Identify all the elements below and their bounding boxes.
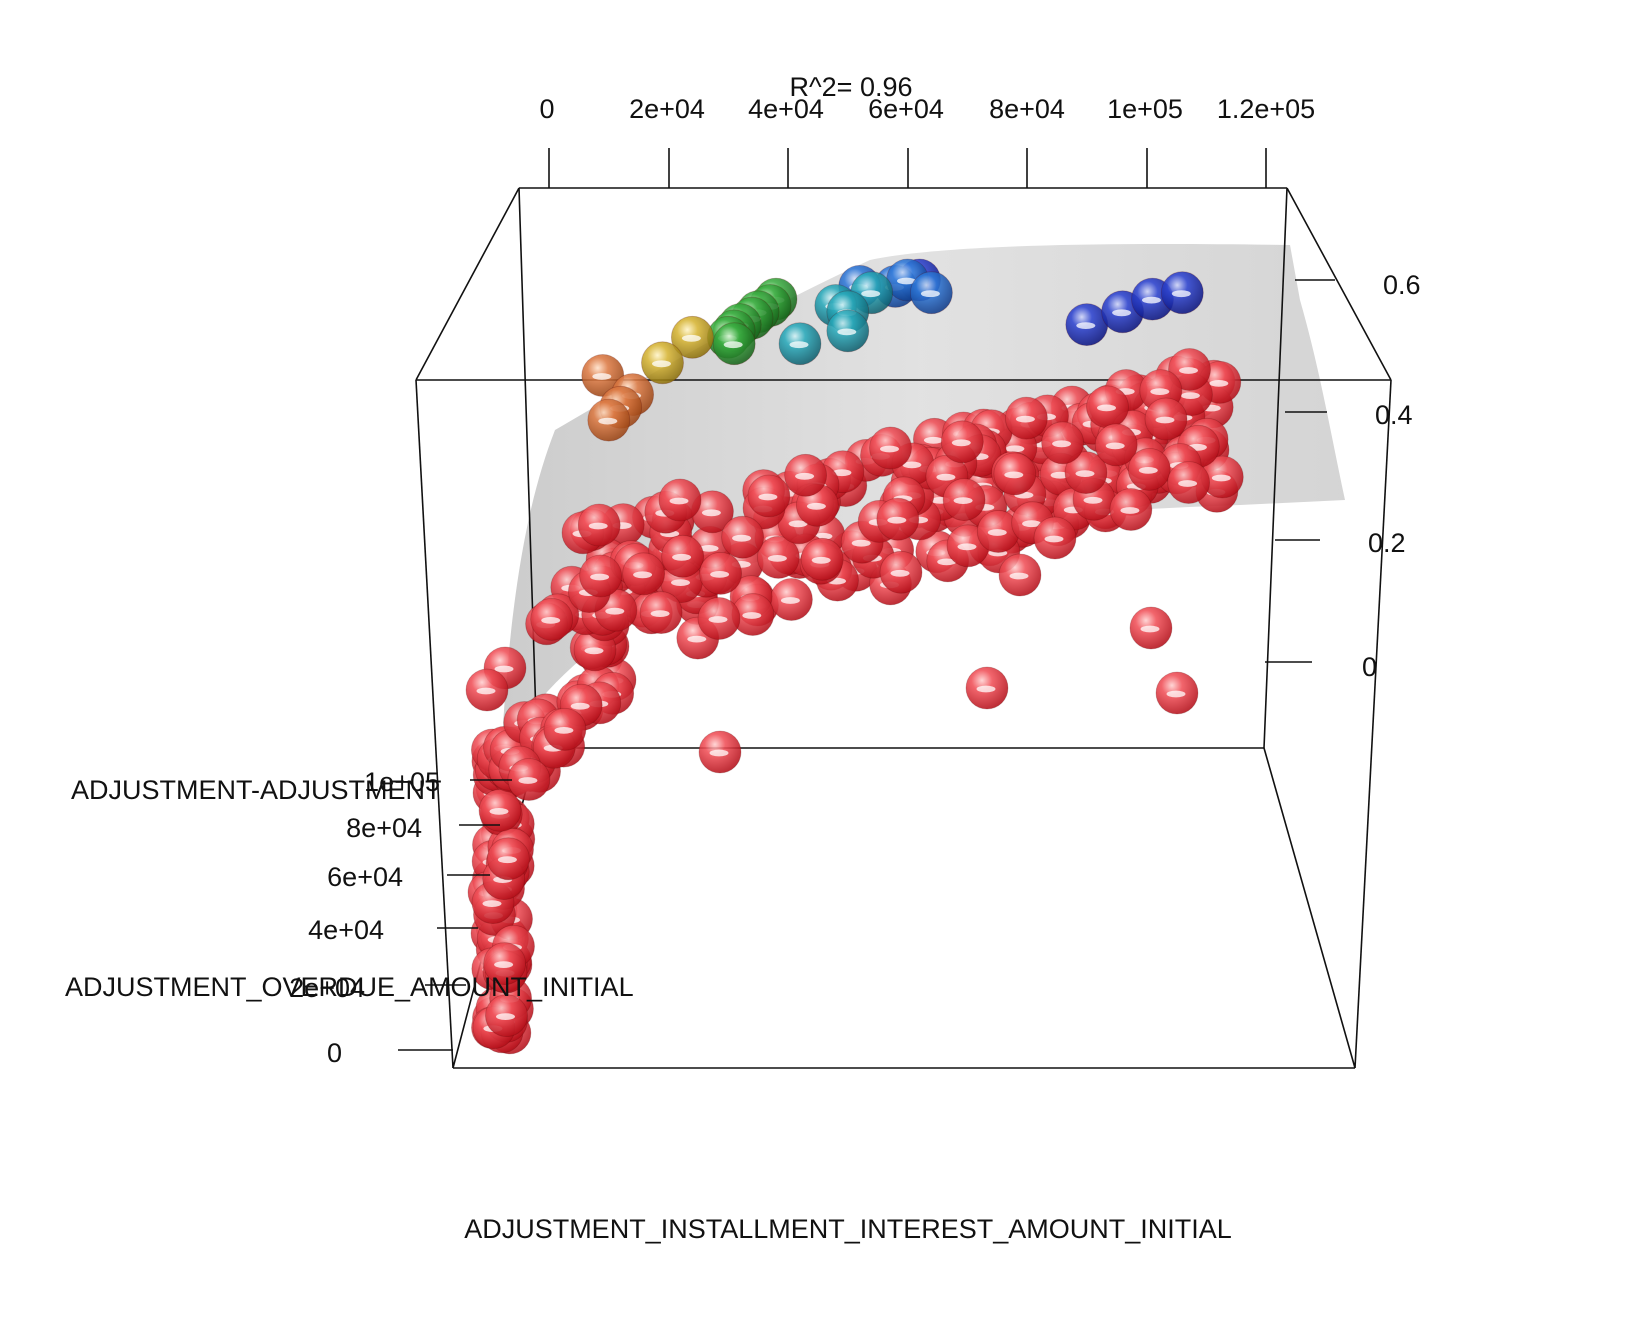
data-point — [543, 708, 587, 751]
data-point — [1094, 423, 1138, 467]
data-point — [639, 591, 683, 634]
data-point — [1086, 385, 1129, 429]
x-tick-label: 1.2e+05 — [1217, 94, 1315, 124]
data-point — [587, 398, 631, 442]
data-point — [826, 309, 870, 353]
data-point — [1200, 455, 1244, 499]
data-point — [1041, 421, 1084, 465]
data-point — [1160, 271, 1204, 315]
data-point — [698, 730, 742, 774]
data-point — [976, 510, 1020, 553]
data-points-colored — [581, 258, 1204, 442]
z-axis-title: ADJUSTMENT-ADJUSTMENT — [71, 775, 442, 805]
data-point — [965, 666, 1009, 710]
x-tick-label: 6e+04 — [868, 94, 944, 124]
data-point — [697, 597, 741, 640]
y-axis-title: ADJUSTMENT_OVERDUE_AMOUNT_INITIAL — [65, 972, 634, 1002]
z-axis-ticks — [1265, 279, 1335, 663]
y-tick-label: 1e+05 — [364, 767, 440, 797]
data-point — [1129, 606, 1173, 650]
data-point — [731, 593, 775, 636]
data-point-cloud — [465, 348, 1244, 1055]
y-axis-ticks — [398, 779, 512, 1051]
data-point — [770, 578, 813, 621]
data-point — [869, 426, 912, 470]
data-point — [1033, 516, 1077, 560]
data-point — [1144, 397, 1188, 441]
y-tick-label: 4e+04 — [308, 915, 384, 945]
y-tick-label: 2e+04 — [289, 973, 365, 1003]
z-tick-label: 0.6 — [1383, 270, 1421, 300]
data-point — [661, 534, 704, 578]
data-point — [879, 550, 923, 594]
x-tick-label: 2e+04 — [629, 94, 705, 124]
z-axis-tick-labels: 0.6 0.4 0.2 0 — [1362, 270, 1421, 682]
y-tick-label: 6e+04 — [327, 862, 403, 892]
data-point — [998, 553, 1042, 597]
x-tick-label: 4e+04 — [748, 94, 824, 124]
data-point — [486, 837, 530, 881]
data-point — [507, 758, 551, 801]
data-point — [699, 552, 742, 595]
x-axis-tick-labels: 0 2e+04 4e+04 6e+04 8e+04 1e+05 1.2e+05 — [539, 94, 1315, 124]
z-tick-label: 0.2 — [1368, 528, 1406, 558]
x-tick-label: 0 — [539, 94, 554, 124]
data-point — [1064, 451, 1108, 495]
data-point — [757, 536, 800, 579]
data-point — [483, 942, 527, 985]
y-tick-label: 0 — [327, 1038, 342, 1068]
data-point — [876, 497, 920, 541]
x-axis-title: ADJUSTMENT_INSTALLMENT_INTEREST_AMOUNT_I… — [464, 1214, 1232, 1244]
data-point — [712, 322, 756, 366]
z-tick-label: 0.4 — [1375, 400, 1413, 430]
data-point — [910, 271, 953, 315]
data-point — [658, 478, 702, 522]
data-point — [800, 537, 844, 581]
data-point — [622, 552, 665, 596]
data-point — [1168, 348, 1211, 391]
data-point — [784, 453, 827, 497]
data-point — [942, 478, 986, 522]
z-tick-label: 0 — [1362, 652, 1377, 682]
data-point — [478, 789, 522, 832]
data-point — [721, 515, 764, 559]
data-point — [691, 490, 734, 534]
data-point — [485, 994, 528, 1037]
x-axis-ticks — [548, 148, 1267, 188]
data-point — [1109, 488, 1153, 531]
data-point — [530, 598, 574, 641]
data-point — [1065, 303, 1109, 347]
y-tick-label: 8e+04 — [346, 813, 422, 843]
data-point — [940, 420, 984, 464]
data-point — [577, 503, 621, 547]
x-tick-label: 8e+04 — [989, 94, 1065, 124]
data-point — [1167, 461, 1210, 504]
data-point — [465, 668, 509, 712]
chart-title: R^2= 0.96 — [789, 72, 912, 102]
x-tick-label: 1e+05 — [1107, 94, 1183, 124]
data-point — [579, 554, 622, 598]
data-point — [993, 452, 1037, 496]
data-point — [778, 322, 822, 366]
data-point — [747, 474, 791, 518]
data-point — [1127, 447, 1171, 491]
data-point — [1155, 671, 1199, 715]
data-point — [641, 341, 684, 385]
data-point — [671, 315, 714, 359]
data-point — [1005, 396, 1048, 440]
y-axis-tick-labels: 0 2e+04 4e+04 6e+04 8e+04 1e+05 — [289, 767, 440, 1068]
